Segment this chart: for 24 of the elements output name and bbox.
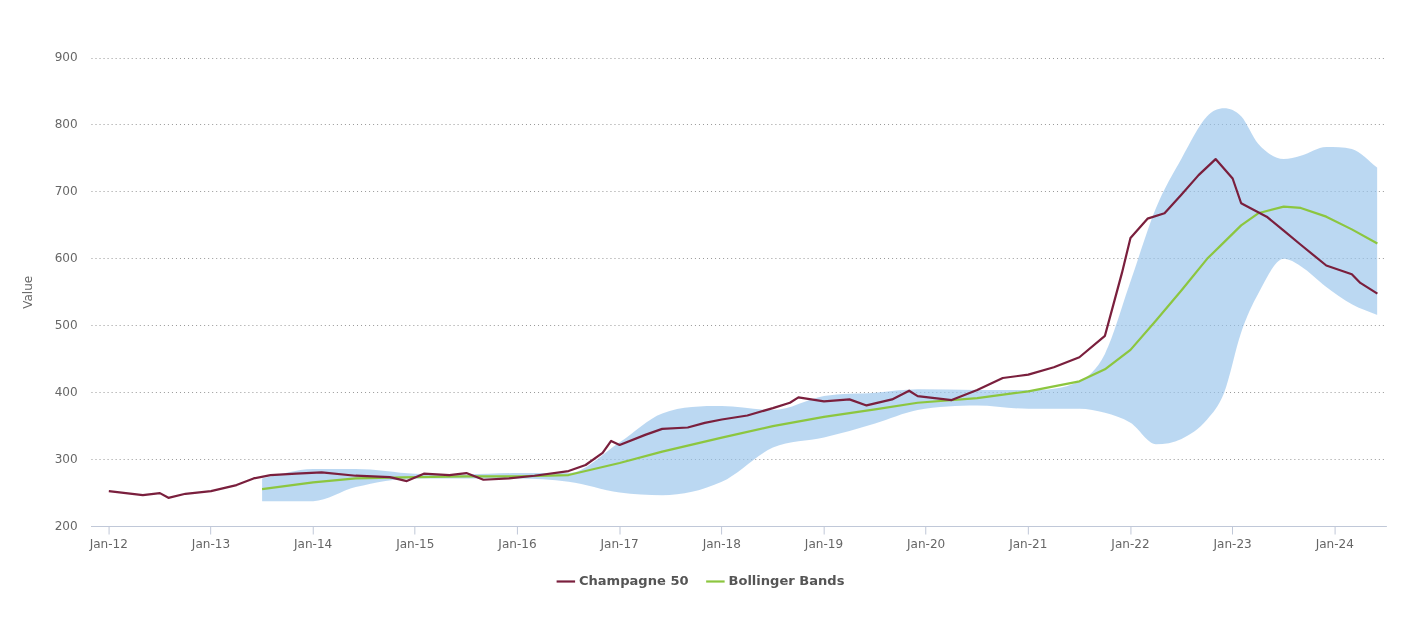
x-tick-label: Jan-18 — [701, 536, 741, 551]
x-tick-label: Jan-15 — [395, 536, 435, 551]
y-tick-label: 900 — [54, 50, 78, 65]
x-tick-label: Jan-19 — [803, 536, 844, 551]
y-tick-label: 200 — [54, 518, 78, 533]
y-tick-label: 500 — [54, 317, 78, 332]
x-tick-label: Jan-21 — [1008, 536, 1048, 551]
x-tick-label: Jan-12 — [88, 536, 128, 551]
x-tick-label: Jan-20 — [906, 536, 946, 551]
x-tick-label: Jan-17 — [599, 536, 639, 551]
y-tick-label: 700 — [54, 184, 78, 198]
legend-label: Champagne 50 — [578, 572, 689, 588]
y-tick-label: 600 — [54, 250, 78, 265]
x-tick-label: Jan-24 — [1314, 536, 1354, 551]
x-tick-label: Jan-22 — [1110, 536, 1150, 551]
y-tick-label: 300 — [54, 451, 78, 466]
y-tick-label: 400 — [54, 384, 78, 399]
x-tick-label: Jan-16 — [497, 536, 537, 551]
x-tick-label: Jan-13 — [190, 536, 231, 551]
y-tick-label: 800 — [54, 117, 78, 132]
x-tick-label: Jan-23 — [1212, 536, 1252, 551]
legend-label: Bollinger Bands — [728, 572, 845, 588]
y-axis-title: Value — [21, 275, 36, 309]
x-tick-label: Jan-14 — [293, 536, 333, 551]
